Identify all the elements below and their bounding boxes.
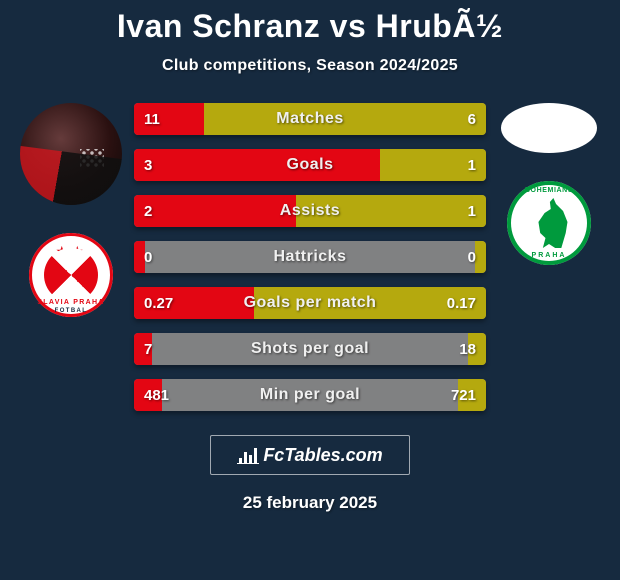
stat-label: Goals [134,149,486,181]
brand-text: FcTables.com [263,445,382,466]
stat-label: Shots per goal [134,333,486,365]
page-title: Ivan Schranz vs HrubÃ½ [0,0,620,45]
player-avatar-left [20,103,122,205]
club-badge-left: ★★ SLAVIA PRAHA FOTBAL [29,233,113,317]
left-column: ★★ SLAVIA PRAHA FOTBAL [16,95,126,317]
badge-text-top: BOHEMIANS [525,187,573,194]
page-subtitle: Club competitions, Season 2024/2025 [0,57,620,75]
right-column: BOHEMIANS PRAHA [494,95,604,265]
stat-row: 00Hattricks [134,241,486,273]
bar-chart-icon [237,446,259,464]
stat-row: 116Matches [134,103,486,135]
kangaroo-icon [527,198,571,248]
stat-label: Hattricks [134,241,486,273]
footer-brand: FcTables.com [210,435,410,475]
stat-row: 0.270.17Goals per match [134,287,486,319]
stat-row: 718Shots per goal [134,333,486,365]
stat-label: Min per goal [134,379,486,411]
player-avatar-right [501,103,597,153]
badge-text-2: FOTBAL [55,308,88,314]
badge-text-bottom: PRAHA [532,252,567,259]
stat-row: 481721Min per goal [134,379,486,411]
stat-label: Assists [134,195,486,227]
stat-row: 31Goals [134,149,486,181]
stat-row: 21Assists [134,195,486,227]
stat-label: Matches [134,103,486,135]
club-badge-right: BOHEMIANS PRAHA [507,181,591,265]
stat-bars: 116Matches 31Goals 21Assists 00Hattricks 0.2… [134,95,486,411]
footer-date: 25 february 2025 [0,493,620,513]
comparison-grid: ★★ SLAVIA PRAHA FOTBAL 116Matches 31Goals… [0,95,620,411]
badge-text-1: SLAVIA PRAHA [37,299,104,306]
stat-label: Goals per match [134,287,486,319]
